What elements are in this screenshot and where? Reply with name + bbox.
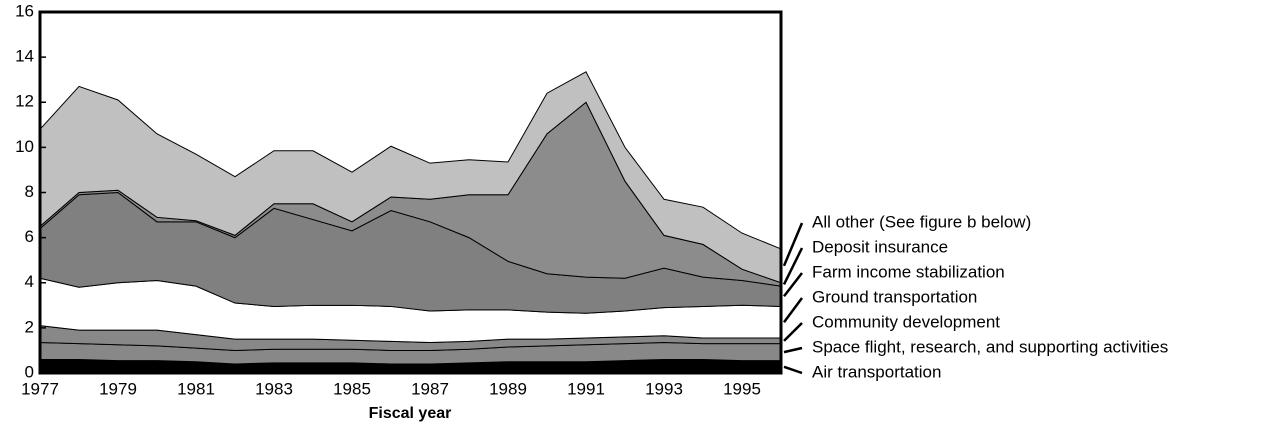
x-tick-label: 1979 xyxy=(99,379,137,398)
x-tick-label: 1995 xyxy=(723,379,761,398)
x-tick-label: 1991 xyxy=(567,379,605,398)
legend-label: Farm income stabilization xyxy=(812,262,1005,281)
y-tick-label: 10 xyxy=(15,137,34,156)
x-tick-label: 1993 xyxy=(645,379,683,398)
y-tick-label: 0 xyxy=(25,362,34,381)
legend-label: Space flight, research, and supporting a… xyxy=(812,337,1168,356)
x-tick-label: 1977 xyxy=(21,379,59,398)
y-tick-label: 4 xyxy=(25,272,34,291)
legend-label: Ground transportation xyxy=(812,287,977,306)
x-tick-label: 1981 xyxy=(177,379,215,398)
x-tick-label: 1983 xyxy=(255,379,293,398)
y-tick-label: 2 xyxy=(25,317,34,336)
legend-leader xyxy=(782,297,804,323)
x-tick-label: 1985 xyxy=(333,379,371,398)
y-tick-label: 14 xyxy=(15,47,34,66)
legend-leader xyxy=(783,365,803,375)
x-axis-label: Fiscal year xyxy=(369,405,452,422)
legend-leader xyxy=(782,247,804,285)
y-tick-label: 16 xyxy=(15,1,34,20)
y-tick-label: 12 xyxy=(15,92,34,111)
legend-label: Deposit insurance xyxy=(812,237,948,256)
legend-leader xyxy=(782,222,804,267)
y-tick-label: 6 xyxy=(25,227,34,246)
legend-label: Community development xyxy=(812,312,1000,331)
legend-leader xyxy=(783,346,803,354)
y-tick-label: 8 xyxy=(25,182,34,201)
x-tick-label: 1989 xyxy=(489,379,527,398)
x-tick-label: 1987 xyxy=(411,379,449,398)
legend-label: Air transportation xyxy=(812,362,941,381)
legend-leader xyxy=(783,322,803,342)
legend-label: All other (See figure b below) xyxy=(812,212,1031,231)
legend-leader xyxy=(783,272,803,298)
